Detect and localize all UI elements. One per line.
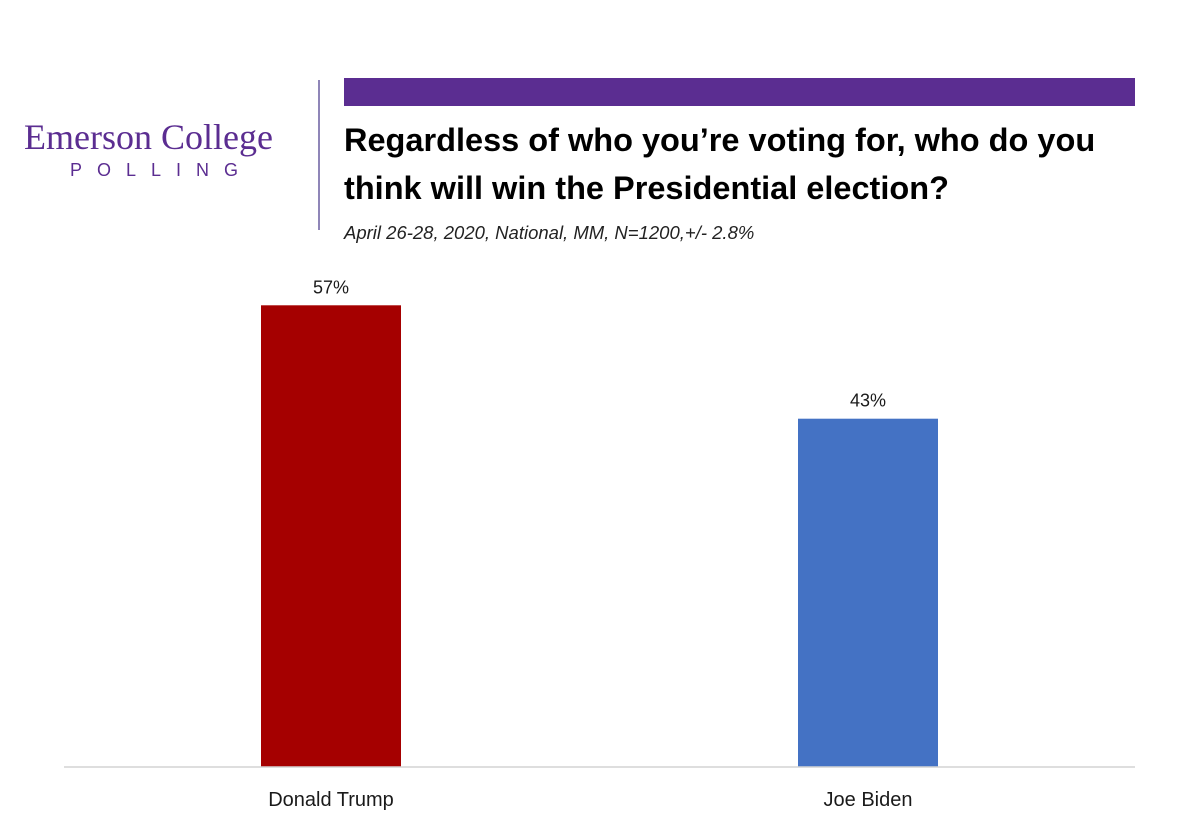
chart-subtitle: April 26-28, 2020, National, MM, N=1200,… (344, 222, 755, 243)
vertical-divider (318, 80, 320, 230)
bar-group: 57% 43% (261, 277, 938, 767)
title-accent-bar (344, 78, 1135, 106)
x-tick-label-joe-biden: Joe Biden (824, 789, 913, 811)
data-label-joe-biden: 43% (850, 391, 886, 411)
chart-title: Regardless of who you’re voting for, who… (344, 122, 1096, 206)
data-label-donald-trump: 57% (313, 277, 349, 297)
bar-joe-biden (798, 418, 938, 767)
bar-donald-trump (261, 305, 401, 767)
logo-name: Emerson College (24, 117, 273, 157)
x-tick-label-donald-trump: Donald Trump (268, 789, 394, 811)
logo-sub: POLLING (70, 160, 254, 180)
